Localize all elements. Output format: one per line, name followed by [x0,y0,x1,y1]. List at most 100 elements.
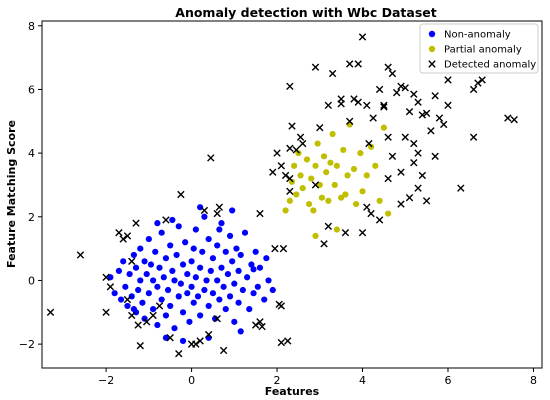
anomaly-point [162,216,170,224]
anomaly-point [401,133,409,141]
partial-anomaly-point [295,150,302,157]
anomaly-point [469,133,478,141]
anomaly-point [328,69,337,78]
anomaly-point [175,349,183,358]
anomaly-point [478,76,486,84]
anomaly-point [422,109,431,118]
x-tick-label: 2 [274,374,281,387]
non-anomaly-point [175,223,182,230]
partial-anomaly-point [357,150,364,157]
non-anomaly-point [137,245,144,252]
anomaly-point [401,84,409,92]
non-anomaly-point [250,290,257,297]
non-anomaly-point [256,264,264,271]
non-anomaly-point [231,318,238,325]
partial-anomaly-point [314,140,321,147]
anomaly-point [341,229,350,237]
anomaly-point [469,85,478,94]
partial-anomaly-point [318,194,326,201]
y-axis-ticks: −2 0 2 4 6 8 [19,20,42,351]
anomaly-point [363,203,371,211]
x-tick-label: −2 [98,374,114,387]
non-anomaly-point [162,255,170,262]
anomaly-point [102,308,110,316]
x-tick-label: 4 [359,374,366,387]
anomaly-point [258,322,266,331]
non-anomaly-point [182,239,189,246]
y-tick-label: 4 [28,147,35,160]
y-axis-label: Feature Matching Score [5,120,18,268]
non-anomaly-point [188,283,195,290]
anomaly-point [215,203,224,211]
anomaly-point [324,101,333,110]
partial-anomaly-point [333,226,340,233]
anomaly-point [204,330,213,339]
non-anomaly-point [239,286,246,294]
anomaly-point [405,193,414,202]
non-anomaly-point [175,293,182,300]
anomaly-point [213,314,221,323]
non-anomaly-point [128,293,135,300]
non-anomaly-point [137,277,144,284]
non-anomaly-point [111,290,118,297]
partial-anomaly-point [297,172,304,179]
anomaly-point [115,229,123,237]
y-tick-label: 8 [28,20,35,33]
non-anomaly-point [150,277,157,284]
non-anomaly-point [169,267,176,275]
partial-anomaly-point [312,162,319,169]
anomaly-point [286,144,294,153]
non-anomaly-point [207,267,214,275]
non-anomaly-point [145,235,152,243]
anomaly-point [358,33,367,41]
partial-anomaly-point [323,169,330,176]
non-anomaly-point [169,216,176,224]
x-axis-ticks: −2 0 2 4 6 8 [98,368,537,387]
x-tick-label: 6 [444,374,451,387]
non-anomaly-point [154,283,161,290]
non-anomaly-point [205,302,212,310]
anomaly-point [200,206,209,215]
anomaly-point [510,115,518,124]
anomaly-point [123,295,132,304]
plot-frame [41,20,543,369]
non-anomaly-point [167,302,174,310]
anomaly-point [397,200,405,208]
anomaly-point [414,184,422,192]
non-anomaly-point [209,255,217,262]
anomaly-point [384,133,392,141]
anomaly-point [132,219,140,227]
anomaly-point [106,283,115,291]
anomaly-point [431,152,439,160]
anomaly-point [128,311,136,320]
non-anomaly-point [235,299,242,306]
partial-anomaly-point [350,165,358,173]
anomaly-point [380,101,388,110]
anomaly-point [311,63,320,71]
partial-anomaly-point [316,181,323,189]
anomaly-point [410,139,418,148]
anomaly-point [504,114,512,122]
partial-anomaly-point [310,207,317,214]
partial-anomaly-point [338,194,345,201]
non-anomaly-point [222,306,229,313]
non-anomaly-point [263,255,270,262]
non-anomaly-point [248,261,255,268]
anomaly-point [474,79,482,87]
anomaly-point [286,187,294,196]
anomaly-point [196,337,204,345]
anomaly-point [457,184,465,192]
non-anomaly-point [197,264,204,271]
partial-anomaly-point [342,191,349,198]
non-anomaly-point [252,248,259,255]
anomaly-point [444,76,452,84]
anomaly-point [384,174,392,183]
anomaly-point [345,60,354,68]
non-anomaly-point [141,258,148,265]
non-anomaly-point [139,299,146,306]
anomaly-point [284,337,292,345]
non-anomaly-point [214,277,221,284]
partial-anomaly-point [320,153,328,160]
anomaly-point [292,146,300,154]
